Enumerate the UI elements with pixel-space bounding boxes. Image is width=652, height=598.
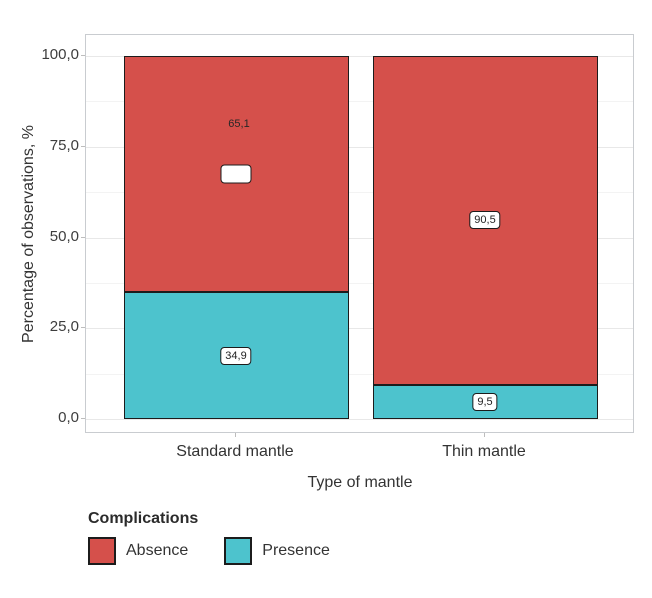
gridline-major (86, 237, 633, 239)
legend-item-label: Presence (262, 542, 330, 559)
y-tick-mark (81, 327, 85, 329)
gridline-major (86, 146, 633, 148)
x-tick-mark (235, 433, 236, 437)
y-tick-label: 75,0 (49, 136, 79, 154)
x-category-label: Standard mantle (176, 443, 294, 460)
y-tick-label: 50,0 (49, 227, 79, 245)
legend-swatch-absence (88, 537, 116, 565)
y-tick-label: 100,0 (41, 46, 79, 63)
gridline-major (86, 56, 633, 57)
legend: Complications Absence Presence (88, 509, 330, 565)
legend-item: Presence (224, 537, 330, 565)
value-label-floating: 65,1 (228, 118, 250, 131)
gridline-major (86, 328, 633, 330)
gridline-minor (86, 373, 633, 375)
legend-swatch-presence (224, 537, 253, 565)
legend-title: Complications (88, 510, 199, 527)
gridline-minor (86, 101, 633, 103)
plot-area: 34,9 65,1 9,5 90,5 (85, 34, 634, 433)
y-tick-label: 25,0 (49, 318, 79, 336)
y-tick-mark (81, 418, 85, 419)
gridline-major (86, 419, 633, 420)
value-label: 9,5 (472, 392, 498, 411)
legend-item: Absence (88, 537, 188, 565)
legend-items: Absence Presence (88, 537, 330, 565)
legend-item-label: Absence (126, 542, 189, 559)
x-category-label: Thin mantle (442, 443, 526, 460)
y-tick-mark (81, 55, 85, 56)
y-tick-mark (81, 145, 85, 147)
value-label: 90,5 (469, 211, 501, 230)
x-axis-title: Type of mantle (307, 474, 413, 491)
x-tick-mark (484, 433, 485, 437)
y-tick-mark (81, 236, 85, 238)
y-tick-label: 0,0 (58, 409, 79, 426)
gridline-minor (86, 192, 633, 194)
value-label: 34,9 (220, 346, 252, 365)
gridline-minor (86, 282, 633, 284)
value-label-box-empty (220, 164, 252, 184)
